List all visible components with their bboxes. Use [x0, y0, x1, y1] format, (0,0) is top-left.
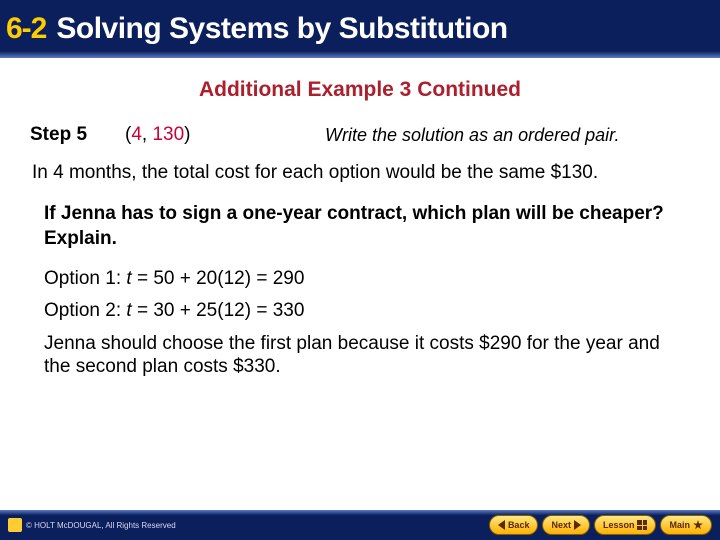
back-label: Back	[508, 520, 530, 530]
back-button[interactable]: Back	[489, 515, 539, 535]
back-arrow-icon	[498, 520, 505, 530]
next-label: Next	[551, 520, 571, 530]
option2-prefix: Option 2:	[44, 300, 126, 321]
problem-question: If Jenna has to sign a one-year contract…	[44, 202, 676, 251]
pair-value-1: 4	[131, 124, 142, 145]
next-button[interactable]: Next	[542, 515, 590, 535]
conclusion-text: Jenna should choose the first plan becau…	[44, 332, 676, 380]
option1-rest: = 50 + 20(12) = 290	[132, 268, 305, 289]
grid-icon	[637, 520, 647, 530]
example-subtitle: Additional Example 3 Continued	[30, 78, 690, 102]
option-1: Option 1: t = 50 + 20(12) = 290	[44, 268, 676, 290]
section-title: Solving Systems by Substitution	[56, 12, 507, 46]
copyright-wrap: © HOLT McDOUGAL, All Rights Reserved	[8, 518, 176, 532]
nav-buttons: Back Next Lesson Main	[489, 515, 712, 535]
option1-prefix: Option 1:	[44, 268, 126, 289]
next-arrow-icon	[574, 520, 581, 530]
slide-content: Additional Example 3 Continued Step 5 (4…	[0, 58, 720, 379]
pair-value-2: 130	[152, 124, 184, 145]
publisher-logo-icon	[8, 518, 22, 532]
lesson-button[interactable]: Lesson	[594, 515, 657, 535]
slide-footer: © HOLT McDOUGAL, All Rights Reserved Bac…	[0, 510, 720, 540]
main-label: Main	[669, 520, 690, 530]
pair-comma: ,	[142, 124, 153, 145]
option-2: Option 2: t = 30 + 25(12) = 330	[44, 300, 676, 322]
body-text-1: In 4 months, the total cost for each opt…	[30, 161, 690, 185]
paren-close: )	[184, 124, 190, 145]
star-icon	[693, 520, 703, 530]
lesson-label: Lesson	[603, 520, 635, 530]
slide-header: 6-2 Solving Systems by Substitution	[0, 0, 720, 58]
step-row: Step 5 (4, 130) Write the solution as an…	[30, 124, 690, 147]
copyright-text: © HOLT McDOUGAL, All Rights Reserved	[26, 521, 176, 530]
step-instruction: Write the solution as an ordered pair.	[285, 124, 690, 147]
section-number: 6-2	[6, 12, 46, 46]
step-label: Step 5	[30, 124, 125, 146]
option2-rest: = 30 + 25(12) = 330	[132, 300, 305, 321]
main-button[interactable]: Main	[660, 515, 712, 535]
ordered-pair: (4, 130)	[125, 124, 285, 146]
